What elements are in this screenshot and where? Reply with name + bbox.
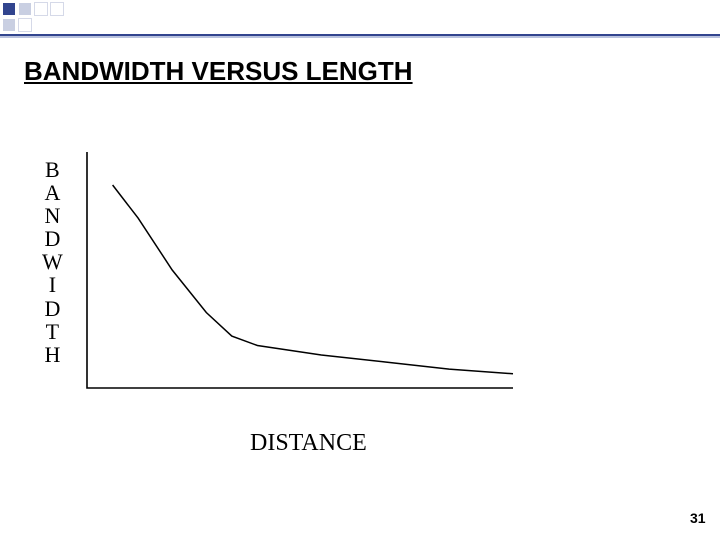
slide-title: BANDWIDTH VERSUS LENGTH	[24, 56, 413, 87]
header-rule-bottom	[0, 36, 720, 38]
chart-curve	[113, 185, 513, 374]
y-axis-label: B A N D W I D T H	[42, 158, 63, 366]
decor-square	[50, 2, 64, 16]
slide-corner-decor	[0, 0, 720, 32]
decor-square	[34, 2, 48, 16]
decor-square	[2, 2, 16, 16]
slide-number: 31	[690, 510, 706, 526]
x-axis-label: DISTANCE	[250, 430, 367, 457]
decor-square	[18, 18, 32, 32]
chart-axes	[87, 152, 513, 388]
decor-square	[18, 2, 32, 16]
decor-square	[2, 18, 16, 32]
bandwidth-distance-chart	[85, 150, 515, 390]
